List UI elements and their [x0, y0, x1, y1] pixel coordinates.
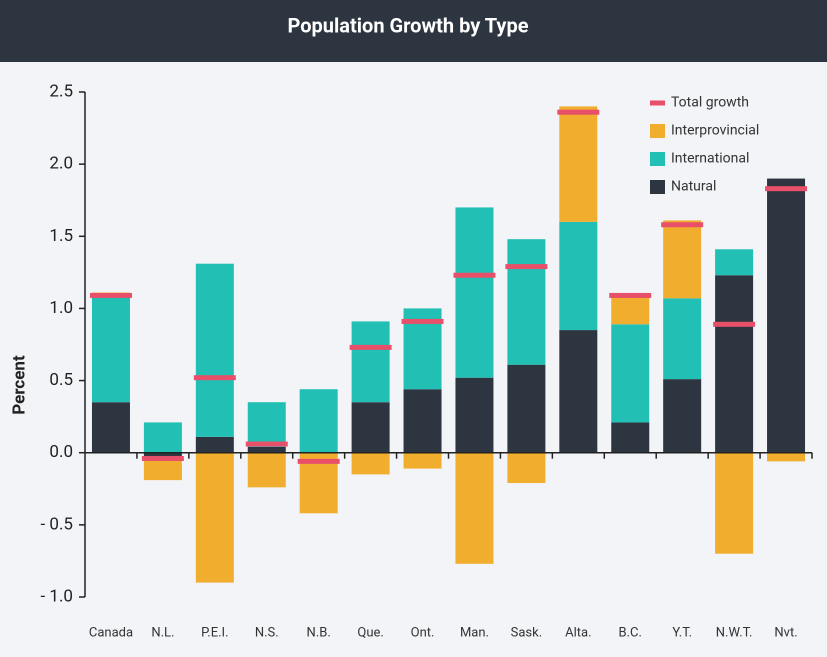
x-tick-label: Que. — [357, 625, 383, 640]
x-tick-label: Alta. — [565, 625, 591, 640]
bar-segment — [767, 452, 806, 462]
legend-swatch — [650, 152, 665, 166]
bar-segment — [715, 249, 754, 276]
bar-segment — [247, 446, 286, 453]
y-tick-label: - 1.0 — [40, 586, 73, 606]
x-tick-label: Ont. — [411, 625, 435, 640]
x-tick-label: Y.T. — [672, 625, 692, 640]
total-marker — [193, 375, 236, 381]
y-tick-label: 1.5 — [49, 226, 73, 246]
x-tick-label: Canada — [89, 625, 133, 640]
y-tick-label: 2.0 — [49, 154, 73, 174]
legend-label: Total growth — [671, 95, 749, 111]
y-tick-label: 2.5 — [49, 81, 73, 101]
bar-segment — [611, 324, 650, 423]
bar-segment — [403, 389, 442, 453]
total-marker — [349, 344, 392, 350]
total-marker — [401, 318, 444, 324]
legend-swatch — [650, 124, 665, 138]
x-tick-label: N.L. — [151, 625, 174, 640]
bar-segment — [559, 106, 598, 222]
legend-swatch — [650, 100, 665, 106]
y-axis-label: Percent — [9, 355, 29, 415]
legend-label: Natural — [671, 179, 716, 195]
bar-segment — [143, 422, 182, 453]
x-tick-label: Sask. — [511, 625, 543, 640]
y-tick-label: - 0.5 — [40, 514, 73, 534]
header — [0, 0, 827, 62]
bar-segment — [143, 452, 182, 459]
bar-segment — [455, 377, 494, 453]
total-marker — [141, 455, 184, 461]
bar-segment — [91, 402, 130, 453]
legend-swatch — [650, 180, 665, 194]
total-marker — [609, 292, 652, 298]
total-marker — [245, 441, 288, 447]
bar-segment — [559, 330, 598, 453]
legend-label: Interprovincial — [671, 123, 759, 139]
bar-segment — [715, 452, 754, 554]
bar-segment — [559, 221, 598, 331]
bar-segment — [247, 402, 286, 447]
bar-segment — [351, 321, 390, 403]
bar-segment — [299, 389, 338, 453]
x-tick-label: B.C. — [619, 625, 642, 640]
bar-segment — [91, 294, 130, 403]
total-marker — [661, 222, 704, 228]
total-marker — [89, 292, 132, 298]
total-marker — [765, 186, 808, 192]
x-tick-label: N.W.T. — [716, 625, 753, 640]
x-tick-label: Nvt. — [774, 625, 797, 640]
bar-segment — [715, 275, 754, 453]
bar-segment — [455, 452, 494, 564]
total-marker — [713, 321, 756, 327]
bar-segment — [507, 364, 546, 453]
total-marker — [297, 458, 340, 464]
x-tick-label: Man. — [460, 625, 489, 640]
bar-segment — [611, 294, 650, 325]
bar-segment — [247, 452, 286, 488]
bar-segment — [455, 207, 494, 378]
bar-segment — [611, 422, 650, 453]
bar-segment — [663, 220, 702, 299]
total-marker — [505, 264, 548, 270]
x-tick-label: N.B. — [307, 625, 331, 640]
bar-segment — [663, 298, 702, 380]
bar-segment — [195, 452, 234, 583]
y-tick-label: 0.5 — [49, 370, 73, 390]
bar-segment — [507, 452, 546, 484]
bar-segment — [403, 452, 442, 469]
bar-segment — [767, 178, 806, 453]
x-tick-label: N.S. — [255, 625, 279, 640]
chart-title: Population Growth by Type — [287, 13, 528, 37]
y-tick-label: 1.0 — [49, 298, 73, 318]
y-tick-label: 0.0 — [49, 442, 73, 462]
bar-segment — [351, 452, 390, 475]
legend-label: International — [671, 151, 749, 167]
total-marker — [557, 109, 600, 115]
bar-segment — [195, 436, 234, 453]
bar-segment — [195, 263, 234, 437]
bar-segment — [507, 239, 546, 365]
bar-segment — [143, 458, 182, 481]
bar-segment — [351, 402, 390, 453]
total-marker — [453, 272, 496, 278]
bar-segment — [663, 379, 702, 453]
x-tick-label: P.E.I. — [201, 625, 228, 640]
